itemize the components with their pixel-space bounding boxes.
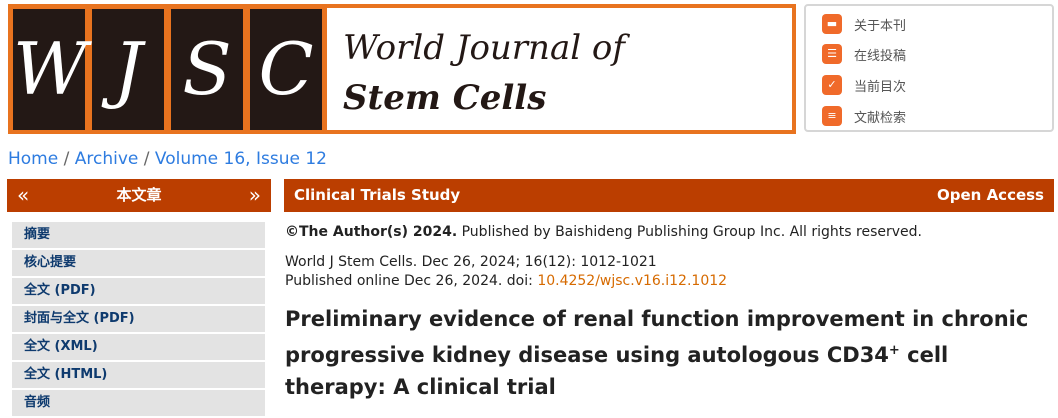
sidebar-header: « 本文章 » — [7, 179, 271, 212]
published-line: Published online Dec 26, 2024. doi: 10.4… — [285, 273, 1055, 289]
sidebar-item-audio[interactable]: 音频 — [12, 390, 265, 416]
journal-banner[interactable]: W J S C World Journal of Stem Cells — [8, 4, 796, 134]
book-icon: ▬ — [822, 14, 842, 34]
quick-link-about[interactable]: ▬ 关于本刊 — [822, 14, 906, 34]
quick-link-search[interactable]: ≡ 文献检索 — [822, 106, 906, 126]
quick-link-label: 关于本刊 — [854, 18, 907, 34]
breadcrumb-archive[interactable]: Archive — [74, 149, 139, 169]
quick-link-submit[interactable]: ☰ 在线投稿 — [822, 44, 906, 64]
journal-title-line1: World Journal of — [343, 28, 625, 68]
sidebar-item-abstract[interactable]: 摘要 — [12, 222, 265, 248]
sidebar-item-cover-pdf[interactable]: 封面与全文 (PDF) — [12, 306, 265, 332]
published-date: Published online Dec 26, 2024. doi: — [285, 273, 538, 289]
sidebar-item-xml[interactable]: 全文 (XML) — [12, 334, 265, 360]
quick-link-label: 文献检索 — [854, 110, 907, 126]
logo-letter: C — [250, 9, 322, 130]
logo-letter: J — [92, 9, 164, 130]
sidebar-item-core-tip[interactable]: 核心提要 — [12, 250, 265, 276]
logo-letter: W — [13, 9, 87, 130]
quick-link-current-issue[interactable]: ✓ 当前目次 — [822, 75, 906, 95]
clipboard-check-icon: ✓ — [822, 75, 842, 95]
copyright: ©The Author(s) 2024. Published by Baishi… — [285, 224, 1055, 240]
quick-links: ▬ 关于本刊 ☰ 在线投稿 ✓ 当前目次 ≡ 文献检索 — [804, 4, 1054, 132]
title-text: cell therapy: A clinical trial — [285, 343, 949, 399]
quick-link-label: 当前目次 — [854, 79, 907, 95]
journal-title-box: World Journal of Stem Cells — [327, 8, 792, 130]
article-type: Clinical Trials Study — [294, 186, 461, 204]
quick-link-label: 在线投稿 — [854, 48, 907, 64]
copyright-text: Published by Baishideng Publishing Group… — [457, 224, 922, 240]
submit-user-icon: ☰ — [822, 44, 842, 64]
copyright-holder: ©The Author(s) 2024. — [285, 224, 458, 240]
sidebar-item-html[interactable]: 全文 (HTML) — [12, 362, 265, 388]
sidebar-item-pdf[interactable]: 全文 (PDF) — [12, 278, 265, 304]
logo-letter: S — [171, 9, 243, 130]
doi-link[interactable]: 10.4252/wjsc.v16.i12.1012 — [537, 273, 728, 289]
article-title: Preliminary evidence of renal function i… — [285, 303, 1055, 403]
article-main: ©The Author(s) 2024. Published by Baishi… — [285, 224, 1055, 403]
breadcrumb: Home / Archive / Volume 16, Issue 12 — [8, 149, 327, 169]
title-text: Preliminary evidence of renal function i… — [285, 307, 1029, 367]
title-superscript: + — [888, 343, 900, 358]
breadcrumb-home[interactable]: Home — [8, 149, 59, 169]
next-article-button[interactable]: » — [248, 183, 261, 207]
document-search-icon: ≡ — [822, 106, 842, 126]
sidebar-menu: 摘要 核心提要 全文 (PDF) 封面与全文 (PDF) 全文 (XML) 全文… — [12, 222, 265, 418]
open-access-label: Open Access — [937, 186, 1044, 204]
journal-title-line2: Stem Cells — [343, 78, 547, 118]
prev-article-button[interactable]: « — [17, 183, 30, 207]
sidebar-title: 本文章 — [116, 186, 162, 204]
citation: World J Stem Cells. Dec 26, 2024; 16(12)… — [285, 254, 657, 270]
article-header-bar: Clinical Trials Study Open Access — [284, 179, 1054, 212]
breadcrumb-issue[interactable]: Volume 16, Issue 12 — [154, 149, 327, 169]
